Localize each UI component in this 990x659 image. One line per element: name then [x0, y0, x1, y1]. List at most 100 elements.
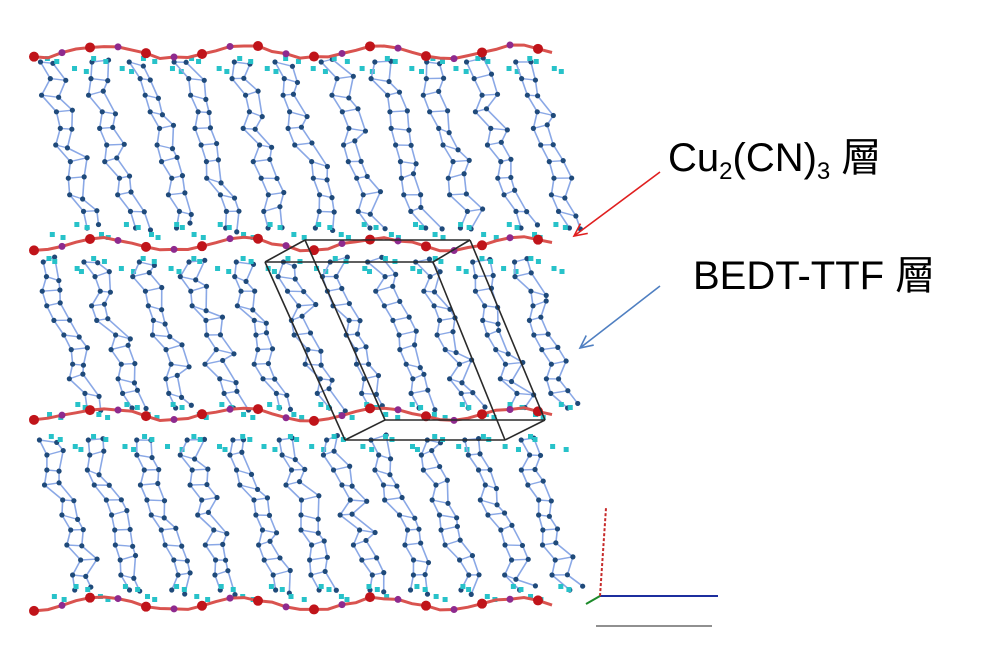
molecule-atom — [236, 209, 241, 214]
molecule-atom — [382, 274, 387, 279]
molecule-atom — [555, 526, 560, 531]
molecule-bond — [162, 162, 172, 179]
molecule-atom — [182, 190, 187, 195]
molecule-atom — [527, 318, 532, 323]
molecule-bond — [542, 350, 552, 365]
molecule-bond — [512, 362, 523, 381]
hydrogen-atom — [198, 437, 203, 442]
molecule-atom — [187, 220, 192, 225]
molecule-bond — [83, 199, 97, 211]
molecule-atom — [189, 212, 194, 217]
molecule-atom — [115, 192, 120, 197]
molecule-atom — [252, 318, 257, 323]
molecule-atom — [421, 93, 426, 98]
molecule-atom — [393, 272, 398, 277]
molecule-atom — [425, 388, 430, 393]
molecule-atom — [555, 345, 560, 350]
molecule-atom — [561, 158, 566, 163]
molecule-atom — [272, 377, 277, 382]
hydrogen-atom — [119, 266, 124, 271]
cu-label-sub2: 3 — [817, 158, 830, 185]
molecule-bond — [475, 112, 490, 129]
molecule-bond — [423, 95, 429, 112]
molecule-atom — [255, 347, 260, 352]
hydrogen-atom — [102, 259, 107, 264]
molecule-atom — [421, 467, 426, 472]
molecule-atom — [485, 332, 490, 337]
molecule-atom — [502, 572, 507, 577]
molecule-atom — [223, 558, 228, 563]
molecule-bond — [195, 439, 205, 459]
hydrogen-atom — [566, 587, 571, 592]
molecule-atom — [114, 155, 119, 160]
hydrogen-atom — [141, 256, 146, 261]
molecule-atom — [80, 372, 85, 377]
molecule-atom — [368, 212, 373, 217]
molecule-atom — [476, 572, 481, 577]
hydrogen-atom — [277, 405, 282, 410]
molecule-atom — [381, 570, 386, 575]
molecule-bond — [460, 560, 469, 575]
molecule-bond — [327, 180, 332, 198]
cn-atom — [533, 44, 543, 54]
hydrogen-atom — [273, 69, 278, 74]
molecule-atom — [269, 145, 274, 150]
cu-atom — [395, 45, 402, 52]
hydrogen-atom — [481, 434, 486, 439]
hydrogen-atom — [366, 584, 371, 589]
cn-atom — [29, 606, 39, 616]
hydrogen-atom — [418, 405, 423, 410]
molecule-atom — [378, 189, 383, 194]
molecule-atom — [464, 191, 469, 196]
molecule-atom — [249, 472, 254, 477]
molecule-atom — [85, 467, 90, 472]
molecule-atom — [551, 142, 556, 147]
molecule-bond — [67, 129, 71, 148]
hydrogen-atom — [385, 56, 390, 61]
molecule-atom — [232, 274, 237, 279]
hydrogen-atom — [552, 266, 557, 271]
cn-atom — [85, 42, 95, 52]
molecule-bond — [363, 192, 380, 195]
molecule-atom — [70, 108, 75, 113]
molecule-atom — [143, 289, 148, 294]
molecule-atom — [412, 342, 417, 347]
molecule-atom — [331, 467, 336, 472]
hydrogen-atom — [296, 59, 301, 64]
molecule-atom — [308, 330, 313, 335]
molecule-atom — [53, 142, 58, 147]
molecule-bond — [565, 178, 572, 198]
molecule-atom — [484, 106, 489, 111]
molecule-atom — [205, 467, 210, 472]
molecule-bond — [151, 440, 152, 457]
molecule-bond — [439, 91, 448, 110]
molecule-bond — [195, 128, 201, 145]
cn-atom — [85, 593, 95, 603]
molecule-atom — [547, 514, 552, 519]
hydrogen-atom — [527, 56, 532, 61]
molecule-atom — [387, 109, 392, 114]
molecule-atom — [94, 208, 99, 213]
molecule-bond — [415, 345, 421, 368]
molecule-atom — [462, 171, 467, 176]
molecule-atom — [149, 455, 154, 460]
molecule-atom — [216, 157, 221, 162]
molecule-atom — [547, 159, 552, 164]
molecule-atom — [418, 365, 423, 370]
molecule-atom — [514, 391, 519, 396]
molecule-atom — [334, 274, 339, 279]
molecule-atom — [316, 493, 321, 498]
molecule-atom — [293, 457, 298, 462]
molecule-atom — [357, 527, 362, 532]
molecule-atom — [482, 303, 487, 308]
molecule-atom — [482, 404, 487, 409]
cu-atom — [283, 50, 290, 57]
molecule-atom — [408, 209, 413, 214]
molecule-bond — [107, 144, 125, 145]
molecule-atom — [163, 321, 168, 326]
cu-atom — [283, 414, 290, 421]
molecule-atom — [480, 318, 485, 323]
hydrogen-atom — [534, 59, 539, 64]
molecule-bond — [450, 195, 468, 212]
